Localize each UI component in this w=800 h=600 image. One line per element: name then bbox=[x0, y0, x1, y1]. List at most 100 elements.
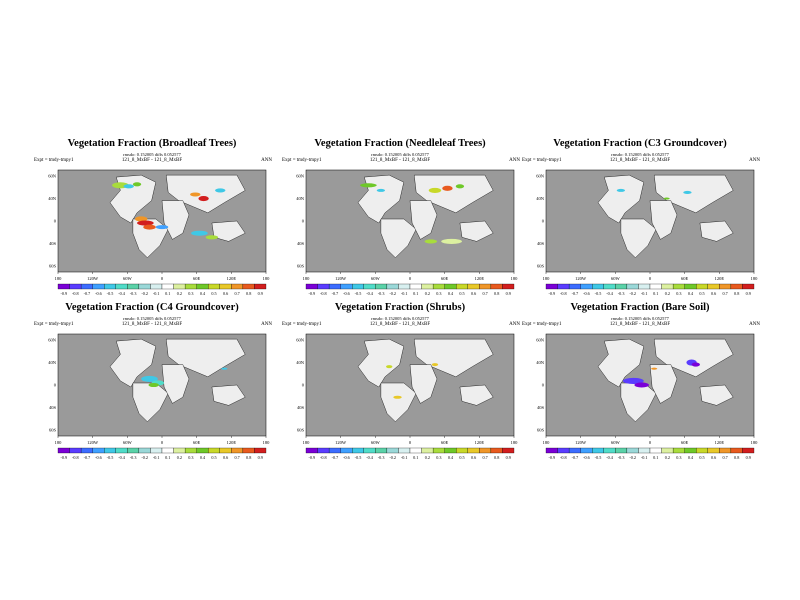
map-plot: 180 120W 60W 0 60E 120E 180 60N 40N 0 40S 60S -0.9 -0… bbox=[536, 169, 758, 296]
colorbar-label: 0.1 bbox=[653, 455, 658, 460]
colorbar-swatch bbox=[742, 447, 755, 454]
x-tick-label: 120E bbox=[715, 440, 725, 445]
colorbar-swatch bbox=[707, 283, 720, 290]
colorbar-label: -0.4 bbox=[366, 455, 374, 460]
landmass bbox=[649, 200, 678, 240]
colorbar-swatch bbox=[219, 283, 232, 290]
panel-title: Vegetation Fraction (C4 Groundcover) bbox=[65, 302, 239, 313]
panel-season: ANN bbox=[749, 322, 760, 327]
y-tick-label: 40S bbox=[49, 241, 57, 246]
x-tick-label: 180 bbox=[511, 440, 519, 445]
difference-patch bbox=[143, 224, 156, 230]
colorbar-swatch bbox=[173, 447, 186, 454]
colorbar-swatch bbox=[444, 283, 457, 290]
difference-patch bbox=[190, 192, 201, 197]
colorbar-label: 0.8 bbox=[246, 455, 251, 460]
colorbar-swatch bbox=[57, 283, 70, 290]
colorbar-swatch bbox=[456, 283, 468, 290]
landmass bbox=[409, 364, 438, 404]
y-tick-label: 0 bbox=[302, 219, 305, 224]
colorbar-label: 0.7 bbox=[482, 455, 487, 460]
y-tick-label: 60S bbox=[297, 428, 305, 433]
colorbar-swatch bbox=[328, 447, 341, 454]
colorbar-label: -0.9 bbox=[60, 291, 67, 296]
colorbar-swatch bbox=[375, 283, 388, 290]
colorbar-label: 0.8 bbox=[494, 455, 499, 460]
x-tick-label: 120W bbox=[335, 276, 347, 281]
y-tick-label: 40N bbox=[48, 196, 57, 201]
colorbar-swatch bbox=[363, 447, 376, 454]
colorbar-swatch bbox=[80, 447, 93, 454]
landmass bbox=[409, 200, 438, 240]
panel-season: ANN bbox=[509, 158, 520, 163]
colorbar-label: -0.7 bbox=[332, 291, 339, 296]
map-panel-shrubs: Vegetation Fraction (Shrubs) rmsdo: 0.15… bbox=[280, 302, 520, 502]
difference-patch bbox=[376, 188, 386, 192]
panel-stats: rmsdo: 0.152005 diffs 0.052577 bbox=[611, 152, 669, 157]
x-tick-label: 180 bbox=[543, 440, 551, 445]
panel-season: ANN bbox=[261, 322, 272, 327]
colorbar-swatch bbox=[649, 447, 662, 454]
colorbar-swatch bbox=[317, 447, 330, 454]
difference-patch bbox=[428, 187, 442, 193]
colorbar-swatch bbox=[150, 447, 163, 454]
colorbar-swatch bbox=[580, 283, 593, 290]
colorbar-label: 0.7 bbox=[722, 291, 727, 296]
difference-patch bbox=[393, 395, 402, 399]
panel-season: ANN bbox=[749, 158, 760, 163]
difference-patch bbox=[215, 188, 226, 193]
colorbar-label: 0.1 bbox=[413, 291, 418, 296]
colorbar-swatch bbox=[479, 283, 492, 290]
difference-patch bbox=[431, 363, 439, 367]
colorbar-swatch bbox=[386, 447, 399, 454]
landmass bbox=[109, 338, 157, 388]
colorbar-label: -0.9 bbox=[60, 455, 67, 460]
colorbar-label: -0.7 bbox=[572, 291, 579, 296]
panel-case: 121_8_MxBF - 121_8_MxBF bbox=[121, 158, 183, 163]
map-panel-broadleaf-trees: Vegetation Fraction (Broadleaf Trees) rm… bbox=[32, 138, 272, 338]
landmass bbox=[165, 174, 246, 214]
colorbar-swatch bbox=[432, 283, 445, 290]
colorbar-label: -0.2 bbox=[629, 291, 636, 296]
colorbar-label: -0.3 bbox=[378, 455, 385, 460]
difference-patch bbox=[148, 382, 159, 388]
colorbar-label: -0.8 bbox=[320, 291, 327, 296]
panel-experiment: Expt = tmdy-tmpy1 bbox=[34, 158, 74, 163]
colorbar-swatch bbox=[138, 283, 151, 290]
panel-experiment: Expt = tmdy-tmpy1 bbox=[522, 322, 562, 327]
colorbar-label: -0.2 bbox=[141, 455, 148, 460]
colorbar-swatch bbox=[398, 283, 411, 290]
colorbar-label: 0.2 bbox=[425, 291, 430, 296]
colorbar-swatch bbox=[398, 447, 411, 454]
y-tick-label: 60N bbox=[536, 338, 545, 343]
colorbar-swatch bbox=[254, 283, 267, 290]
colorbar-swatch bbox=[173, 283, 186, 290]
colorbar-swatch bbox=[352, 447, 364, 454]
y-tick-label: 60S bbox=[537, 428, 545, 433]
difference-patch bbox=[691, 362, 700, 367]
difference-patch bbox=[134, 216, 148, 222]
colorbar-swatch bbox=[626, 283, 639, 290]
colorbar-swatch bbox=[208, 283, 220, 290]
colorbar-label: 0.6 bbox=[471, 455, 476, 460]
colorbar-label: 0.5 bbox=[459, 455, 464, 460]
colorbar-label: 0.4 bbox=[448, 455, 454, 460]
colorbar-swatch bbox=[684, 447, 697, 454]
x-tick-label: 180 bbox=[303, 440, 311, 445]
colorbar-swatch bbox=[80, 283, 93, 290]
colorbar-swatch bbox=[127, 283, 140, 290]
colorbar-label: -0.2 bbox=[629, 455, 636, 460]
colorbar-label: -0.6 bbox=[343, 291, 350, 296]
landmass bbox=[459, 384, 494, 406]
x-tick-label: 60W bbox=[611, 440, 621, 445]
colorbar-label: -0.5 bbox=[355, 291, 362, 296]
colorbar-label: -0.7 bbox=[572, 455, 579, 460]
x-tick-label: 120E bbox=[227, 276, 237, 281]
colorbar-swatch bbox=[375, 447, 388, 454]
colorbar-swatch bbox=[421, 283, 434, 290]
x-tick-label: 180 bbox=[303, 276, 311, 281]
colorbar-swatch bbox=[340, 283, 353, 290]
x-tick-label: 60W bbox=[123, 440, 133, 445]
colorbar-label: -0.7 bbox=[84, 291, 91, 296]
colorbar-label: 0.6 bbox=[711, 291, 716, 296]
